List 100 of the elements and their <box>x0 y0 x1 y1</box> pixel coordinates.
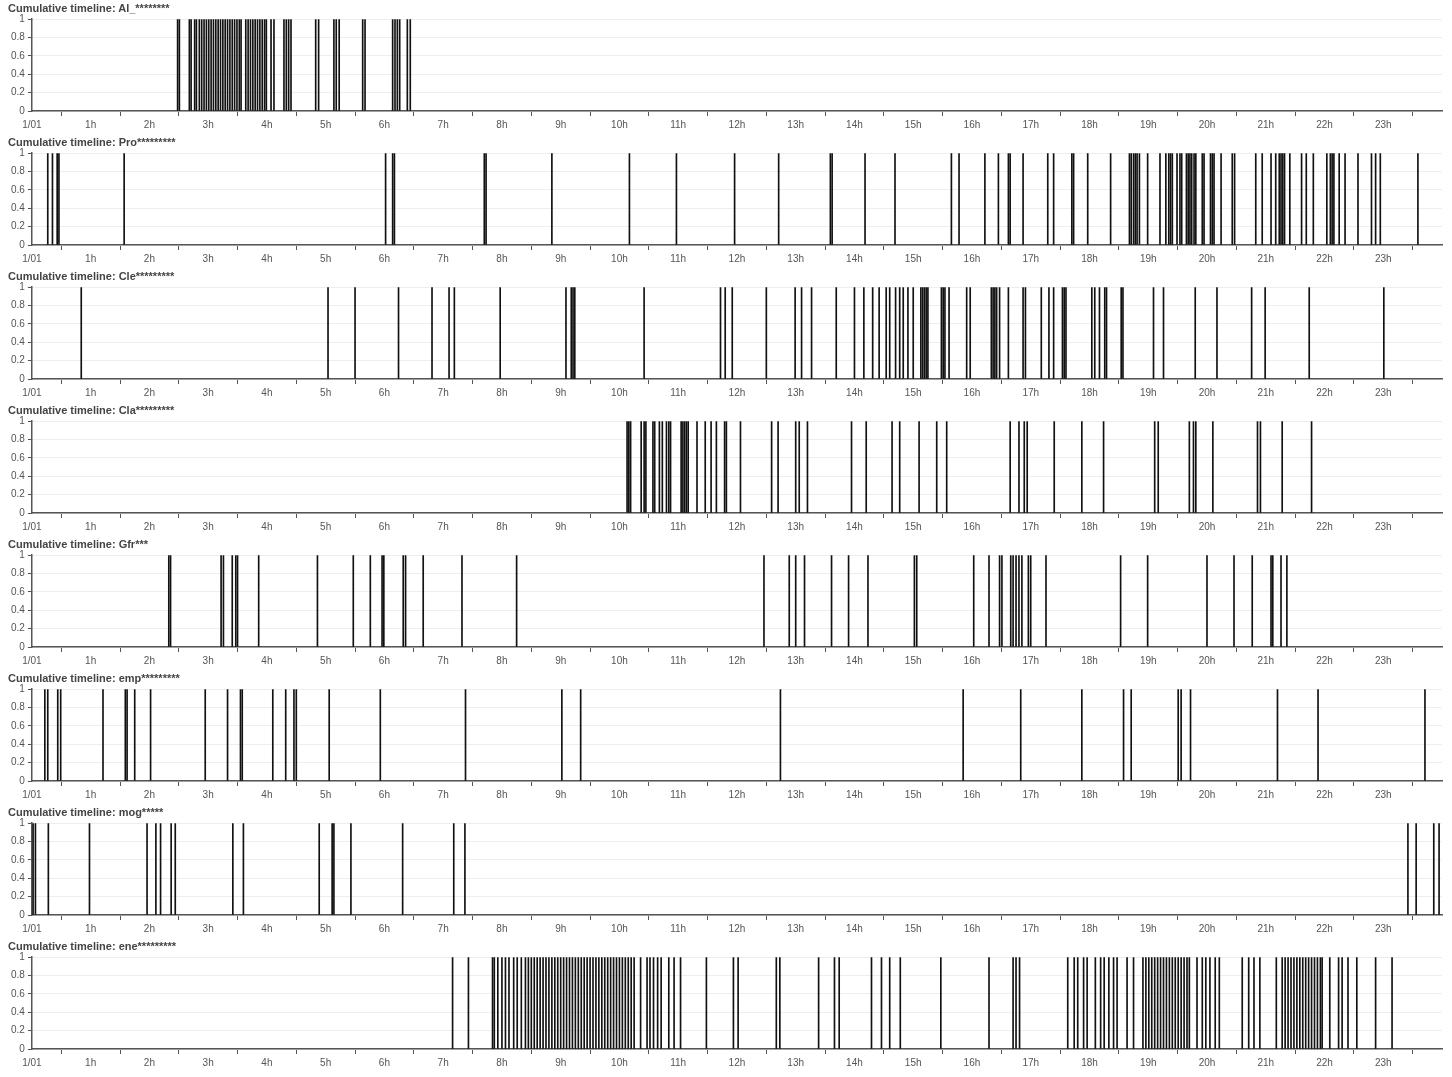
x-tick-label: 18h <box>1081 386 1098 398</box>
x-tick-label: 21h <box>1257 788 1275 800</box>
chart-title: Cumulative timeline: Cle********* <box>8 269 175 282</box>
x-tick-label: 8h <box>496 654 508 666</box>
x-tick-label: 10h <box>611 1056 628 1068</box>
x-tick-label: 1/01 <box>22 386 43 398</box>
x-tick-label: 16h <box>963 788 981 800</box>
x-tick-label: 2h <box>143 118 155 130</box>
y-tick-label: 0.6 <box>11 987 26 999</box>
x-tick-label: 7h <box>437 788 449 800</box>
x-tick-label: 15h <box>904 118 922 130</box>
x-tick-label: 2h <box>143 654 155 666</box>
x-tick-label: 1/01 <box>22 520 43 532</box>
x-tick-label: 1h <box>85 1056 97 1068</box>
x-tick-label: 22h <box>1316 788 1333 800</box>
x-tick-label: 13h <box>787 654 805 666</box>
x-tick-label: 1h <box>85 252 97 264</box>
x-tick-label: 19h <box>1139 252 1157 264</box>
x-tick-label: 12h <box>728 252 746 264</box>
x-tick-label: 22h <box>1316 386 1333 398</box>
x-tick-label: 10h <box>611 118 628 130</box>
y-tick-label: 0.8 <box>11 835 26 847</box>
x-tick-label: 11h <box>670 386 687 398</box>
chart-title: Cumulative timeline: mog***** <box>8 805 164 818</box>
x-tick-label: 21h <box>1257 520 1275 532</box>
x-tick-label: 13h <box>787 788 805 800</box>
x-tick-label: 4h <box>261 386 273 398</box>
x-tick-label: 5h <box>320 252 332 264</box>
x-tick-label: 14h <box>846 788 863 800</box>
y-tick-label: 0.2 <box>11 1024 26 1036</box>
y-tick-label: 1 <box>19 816 26 828</box>
chart-title: Cumulative timeline: Gfr*** <box>8 537 149 550</box>
x-tick-label: 12h <box>728 922 746 934</box>
y-tick-label: 0 <box>19 774 26 786</box>
y-tick-label: 1 <box>19 950 26 962</box>
x-tick-label: 19h <box>1139 788 1157 800</box>
x-tick-label: 5h <box>320 922 332 934</box>
x-tick-label: 18h <box>1081 922 1098 934</box>
x-tick-label: 23h <box>1374 386 1392 398</box>
x-tick-label: 6h <box>378 520 390 532</box>
x-tick-label: 20h <box>1198 1056 1216 1068</box>
y-tick-label: 0.6 <box>11 183 26 195</box>
x-tick-label: 17h <box>1022 922 1040 934</box>
x-tick-label: 23h <box>1374 922 1392 934</box>
x-tick-label: 8h <box>496 118 508 130</box>
x-tick-label: 22h <box>1316 118 1333 130</box>
x-tick-label: 5h <box>320 118 332 130</box>
y-tick-label: 0.2 <box>11 756 26 768</box>
x-tick-label: 20h <box>1198 118 1216 130</box>
y-tick-label: 0.8 <box>11 969 26 981</box>
y-tick-label: 0.4 <box>11 738 26 750</box>
x-tick-label: 13h <box>787 252 805 264</box>
y-tick-label: 0.4 <box>11 336 26 348</box>
x-tick-label: 14h <box>846 1056 863 1068</box>
x-tick-label: 21h <box>1257 118 1275 130</box>
x-tick-label: 7h <box>437 654 449 666</box>
x-tick-label: 10h <box>611 520 628 532</box>
x-tick-label: 9h <box>555 252 567 264</box>
x-tick-label: 6h <box>378 386 390 398</box>
x-tick-label: 20h <box>1198 922 1216 934</box>
x-tick-label: 10h <box>611 922 628 934</box>
chart-title: Cumulative timeline: Al_******** <box>8 1 171 14</box>
x-tick-label: 7h <box>437 252 449 264</box>
x-tick-label: 8h <box>496 922 508 934</box>
x-tick-label: 5h <box>320 654 332 666</box>
x-tick-label: 17h <box>1022 788 1040 800</box>
x-tick-label: 18h <box>1081 118 1098 130</box>
x-tick-label: 22h <box>1316 520 1333 532</box>
x-tick-label: 1h <box>85 788 97 800</box>
x-tick-label: 6h <box>378 654 390 666</box>
x-tick-label: 1h <box>85 520 97 532</box>
x-tick-label: 15h <box>904 386 922 398</box>
x-tick-label: 20h <box>1198 386 1216 398</box>
x-tick-label: 18h <box>1081 788 1098 800</box>
x-tick-label: 7h <box>437 1056 449 1068</box>
x-tick-label: 3h <box>202 118 214 130</box>
y-tick-label: 0.4 <box>11 202 26 214</box>
x-tick-label: 2h <box>143 922 155 934</box>
x-tick-label: 22h <box>1316 252 1333 264</box>
x-tick-label: 3h <box>202 520 214 532</box>
x-tick-label: 21h <box>1257 922 1275 934</box>
x-tick-label: 5h <box>320 788 332 800</box>
x-tick-label: 16h <box>963 520 981 532</box>
x-tick-label: 6h <box>378 788 390 800</box>
x-tick-label: 18h <box>1081 520 1098 532</box>
x-tick-label: 17h <box>1022 386 1040 398</box>
x-tick-label: 21h <box>1257 1056 1275 1068</box>
y-tick-label: 0.2 <box>11 354 26 366</box>
x-tick-label: 8h <box>496 520 508 532</box>
x-tick-label: 10h <box>611 788 628 800</box>
x-tick-label: 11h <box>670 922 687 934</box>
x-tick-label: 8h <box>496 386 508 398</box>
x-tick-label: 23h <box>1374 788 1392 800</box>
x-tick-label: 9h <box>555 520 567 532</box>
x-tick-label: 14h <box>846 386 863 398</box>
x-tick-label: 12h <box>728 654 746 666</box>
x-tick-label: 16h <box>963 252 981 264</box>
x-tick-label: 12h <box>728 788 746 800</box>
x-tick-label: 11h <box>670 520 687 532</box>
x-tick-label: 11h <box>670 654 687 666</box>
